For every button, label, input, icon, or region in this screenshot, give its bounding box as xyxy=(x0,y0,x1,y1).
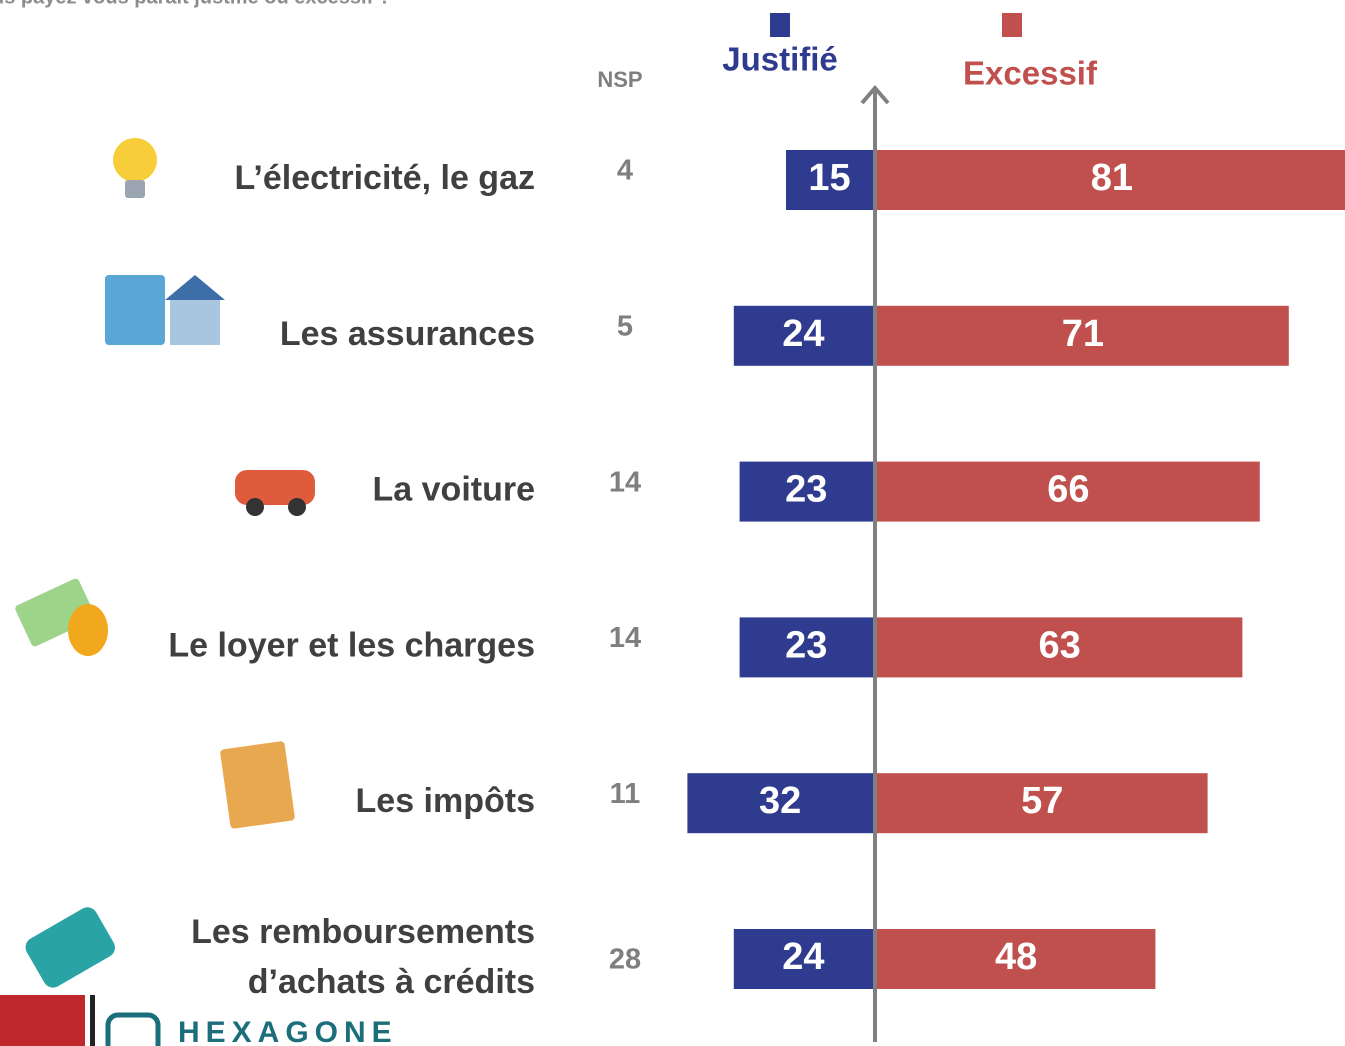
chart-title: us payez vous paraît justifié ou excessi… xyxy=(0,0,391,8)
bar xyxy=(786,150,873,210)
value-label: 57 xyxy=(1021,780,1063,822)
value-label: 63 xyxy=(1039,624,1081,666)
legend-swatch xyxy=(1002,13,1022,37)
value-label: 81 xyxy=(1091,157,1133,199)
bar xyxy=(877,461,1260,522)
bar xyxy=(733,929,873,989)
category-label: Les impôts xyxy=(356,782,535,820)
bar xyxy=(877,929,1156,989)
category-label: Le loyer et les charges xyxy=(168,626,535,664)
category-label: L’électricité, le gaz xyxy=(235,159,535,197)
bar xyxy=(687,773,873,834)
value-label: 24 xyxy=(782,313,824,355)
value-label: 23 xyxy=(785,469,827,511)
tax-icon xyxy=(220,741,295,829)
bar xyxy=(733,305,873,366)
insurance-house xyxy=(170,300,220,345)
value-label: 32 xyxy=(759,780,801,822)
value-label: 24 xyxy=(782,936,824,978)
nsp-value: 28 xyxy=(609,944,641,976)
bulb-icon xyxy=(113,138,157,182)
legend-swatch xyxy=(770,13,790,37)
nsp-value: 14 xyxy=(609,466,641,498)
legend-label: Justifié xyxy=(722,41,838,78)
nsp-value: 5 xyxy=(617,310,633,342)
category-label: Les remboursements d’achats à crédits xyxy=(191,913,535,1001)
value-label: 66 xyxy=(1047,469,1089,511)
category-label: Les assurances xyxy=(280,315,535,353)
icons xyxy=(15,138,315,988)
card-terminal-icon xyxy=(25,907,115,988)
bar xyxy=(877,305,1289,366)
value-label: 23 xyxy=(785,624,827,666)
value-label: 15 xyxy=(808,157,850,199)
hexagone-logo-mark xyxy=(105,1012,161,1046)
value-label: 71 xyxy=(1062,313,1104,355)
column-header: NSP xyxy=(597,67,642,92)
bulb-base xyxy=(125,180,145,198)
car-icon xyxy=(235,470,315,505)
ifop-logo xyxy=(0,995,85,1046)
car-wheel xyxy=(246,498,264,516)
value-label: 48 xyxy=(995,936,1037,978)
insurance-roof xyxy=(165,275,225,300)
car-wheel xyxy=(288,498,306,516)
nsp-value: 4 xyxy=(617,155,633,187)
money-icon xyxy=(15,578,96,647)
bar xyxy=(877,773,1208,834)
insurance-icon xyxy=(105,275,165,345)
axis-arrow xyxy=(860,84,890,105)
coins-icon xyxy=(68,604,108,656)
legend-label: Excessif xyxy=(963,55,1098,92)
bar xyxy=(877,150,1345,210)
bar xyxy=(739,617,873,678)
category-label: La voiture xyxy=(373,471,535,509)
bar xyxy=(877,617,1243,678)
brand: HEXAGONE xyxy=(178,1016,398,1046)
logo-separator xyxy=(90,995,95,1046)
nsp-value: 11 xyxy=(610,778,641,810)
bar xyxy=(739,461,873,522)
nsp-value: 14 xyxy=(609,622,641,654)
